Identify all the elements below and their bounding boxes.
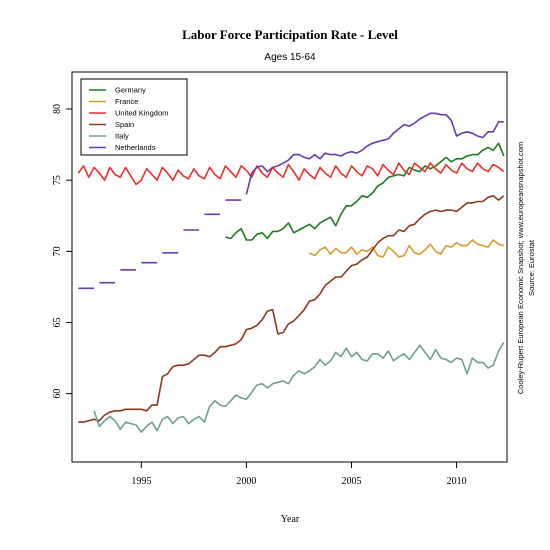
source-line: Source: Eurostat	[527, 239, 536, 296]
legend-label-netherlands: Netherlands	[115, 143, 156, 152]
chart-title: Labor Force Participation Rate - Level	[182, 27, 398, 42]
legend-label-united-kingdom: United Kingdom	[115, 109, 168, 118]
y-tick-label: 60	[52, 389, 63, 399]
x-tick-label: 2010	[447, 476, 467, 487]
legend: Germany France United Kingdom Spain Italy Net…	[80, 78, 188, 156]
series-line-germany	[225, 142, 505, 241]
credit-line: Cooley-Rupert European Economic Snapshot…	[516, 142, 525, 394]
legend-box	[80, 78, 188, 156]
series-line-italy	[93, 341, 505, 433]
series-line-spain	[78, 195, 505, 423]
legend-label-italy: Italy	[115, 132, 129, 141]
y-tick-label: 65	[52, 318, 63, 328]
x-tick-label: 2005	[341, 476, 361, 487]
legend-label-spain: Spain	[115, 120, 134, 129]
series-line-netherlands	[245, 112, 504, 195]
series-line-france	[309, 239, 505, 258]
x-axis: 1995 2000 2005 2010	[131, 461, 467, 487]
series-layer	[77, 112, 505, 433]
y-tick-label: 70	[52, 246, 63, 256]
series-line-united-kingdom	[77, 162, 505, 186]
y-tick-label: 75	[52, 175, 63, 185]
x-axis-label: Year	[281, 514, 300, 525]
chart-subtitle: Ages 15-64	[264, 52, 316, 63]
legend-label-germany: Germany	[115, 86, 146, 95]
y-tick-label: 80	[52, 104, 63, 114]
x-tick-label: 1995	[131, 476, 151, 487]
legend-label-france: France	[115, 97, 138, 106]
y-axis: 60 65 70 75 80	[52, 104, 73, 399]
x-tick-label: 2000	[236, 476, 256, 487]
